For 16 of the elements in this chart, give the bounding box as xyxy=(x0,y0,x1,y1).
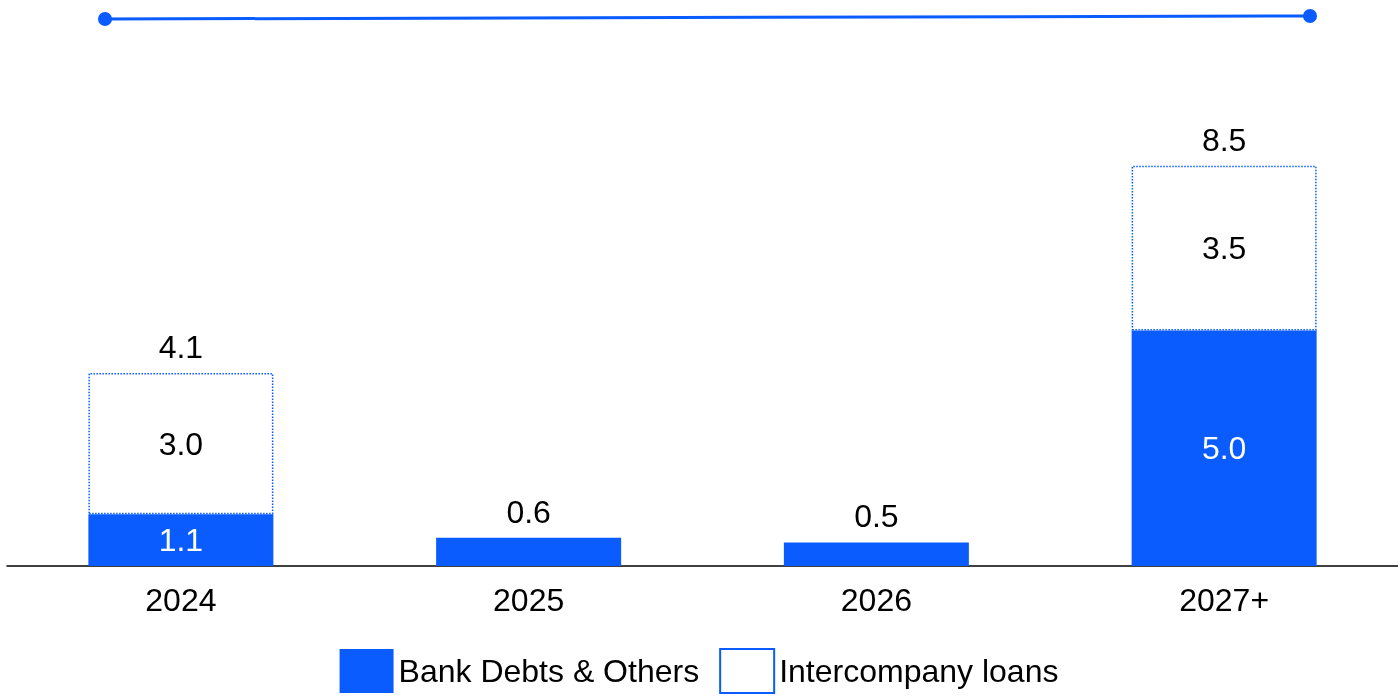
total-label: 0.6 xyxy=(506,493,551,530)
data-label: 3.0 xyxy=(158,425,204,462)
legend-label: Intercompany loans xyxy=(779,653,1059,689)
x-tick-label: 2027+ xyxy=(1179,582,1270,618)
total-label: 0.5 xyxy=(854,498,899,535)
data-label: 3.5 xyxy=(1201,230,1247,267)
x-tick-label: 2025 xyxy=(493,582,565,618)
x-tick-label: 2024 xyxy=(145,582,217,618)
total-label: 8.5 xyxy=(1201,121,1247,158)
data-label: 1.1 xyxy=(158,522,204,559)
total-label: 4.1 xyxy=(158,328,204,365)
legend-label: Bank Debts & Others xyxy=(398,653,700,689)
data-label: 5.0 xyxy=(1201,430,1247,467)
bar xyxy=(783,542,969,566)
bar xyxy=(436,537,622,566)
x-tick-label: 2026 xyxy=(840,582,912,618)
